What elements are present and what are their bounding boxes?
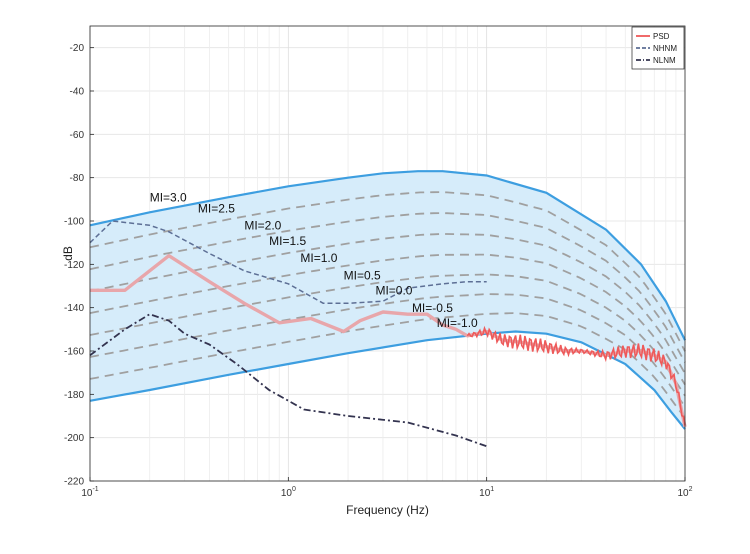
x-tick-label: 10-1 <box>81 486 98 499</box>
x-tick-exponent: 1 <box>490 486 494 493</box>
mi-label: MI=3.0 <box>150 191 187 205</box>
y-tick-label: -220 <box>64 477 84 488</box>
y-tick-label: -120 <box>64 260 84 271</box>
y-tick-label: -40 <box>70 87 85 98</box>
series-layer <box>89 220 687 448</box>
x-axis-label: Frequency (Hz) <box>346 503 429 517</box>
band-lower-edge <box>89 330 686 430</box>
plot-frame <box>89 25 686 482</box>
series-nhnm <box>89 220 487 305</box>
x-tick-label: 100 <box>281 486 296 499</box>
mi-curve <box>89 191 686 352</box>
tick-layer: -20-40-60-80-100-120-140-160-180-200-220… <box>64 43 693 499</box>
y-tick-label: -60 <box>70 130 85 141</box>
x-tick-base: 10 <box>479 488 491 499</box>
mi-curve <box>89 233 686 374</box>
x-tick-base: 10 <box>81 488 93 499</box>
mi-label: MI=-1.0 <box>437 316 478 330</box>
mi-labels-layer: MI=3.0 MI=2.5 MI=2.0MI=1.5 MI=1.0 MI=0.5MI=0… <box>150 191 478 331</box>
mi-label: MI=1.0 <box>300 251 337 265</box>
y-tick-label: -200 <box>64 433 84 444</box>
y-tick-label: -160 <box>64 347 84 358</box>
x-tick-base: 10 <box>677 488 689 499</box>
legend-label: NLNM <box>653 56 676 65</box>
mi-label: MI=0.0 <box>375 284 412 298</box>
mi-curve <box>89 312 686 419</box>
x-tick-base: 10 <box>281 488 293 499</box>
mi-curve <box>89 253 686 386</box>
mi-label: MI=1.5 <box>269 234 306 248</box>
y-tick-label: -80 <box>70 173 85 184</box>
mi-curve <box>89 273 686 397</box>
legend-label: NHNM <box>653 44 677 53</box>
y-tick-label: -140 <box>64 303 84 314</box>
band-upper-edge <box>89 170 686 341</box>
x-tick-exponent: 0 <box>292 486 296 493</box>
mi-label: MI=-0.5 <box>412 301 453 315</box>
mi-curves-layer <box>89 191 686 419</box>
y-tick-label: -20 <box>70 43 85 54</box>
mi-label: MI=0.5 <box>344 269 381 283</box>
legend: PSD NHNM NLNM <box>631 26 685 70</box>
x-tick-label: 101 <box>479 486 494 499</box>
mi-label: MI=2.5 <box>198 201 235 215</box>
series-psd-detail <box>466 325 686 426</box>
y-tick-label: -100 <box>64 217 84 228</box>
legend-label: PSD <box>653 32 670 41</box>
mi-curve <box>89 212 686 363</box>
mi-curve <box>89 293 686 408</box>
y-tick-label: -180 <box>64 390 84 401</box>
mi-label: MI=2.0 <box>244 219 281 233</box>
y-axis-label: dB <box>61 246 75 261</box>
legend-box <box>631 26 685 70</box>
x-tick-label: 102 <box>677 486 692 499</box>
x-tick-exponent: -1 <box>92 486 98 493</box>
x-tick-exponent: 2 <box>689 486 693 493</box>
